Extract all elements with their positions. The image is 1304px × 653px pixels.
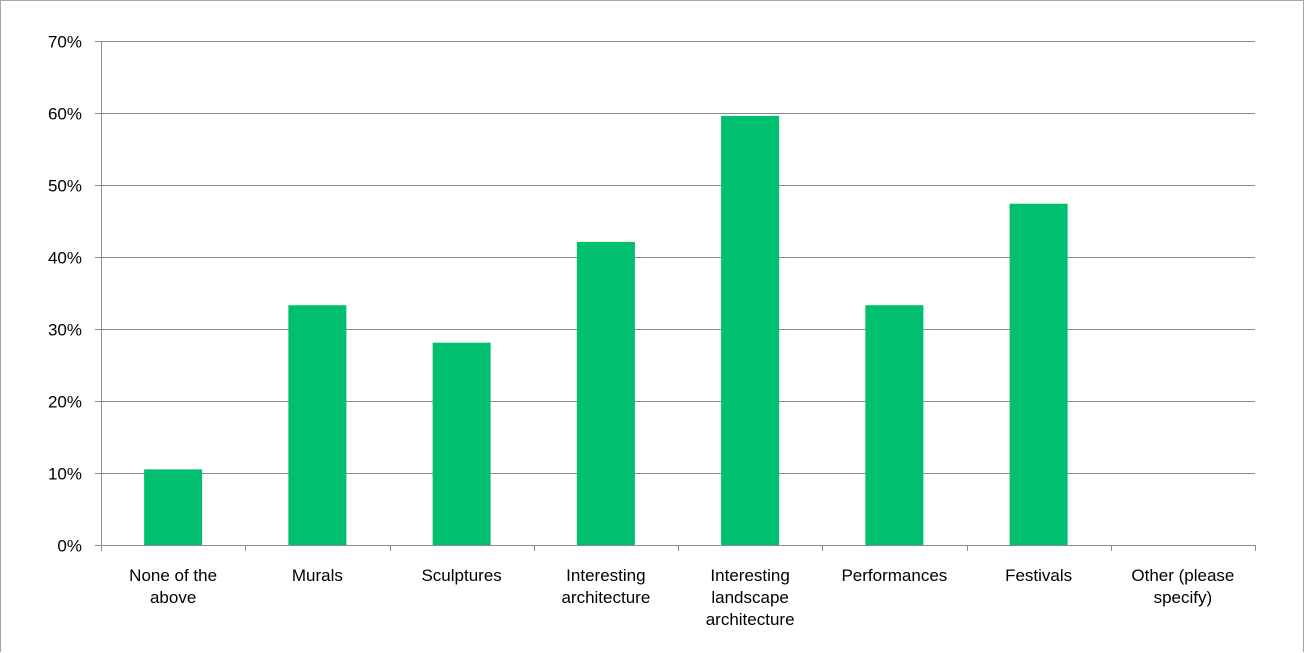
bar bbox=[144, 469, 203, 545]
axes bbox=[95, 41, 1256, 551]
bar bbox=[432, 342, 491, 545]
y-tick-labels: 0% 10% 20% 30% 40% 50% 60% 70% bbox=[48, 33, 82, 556]
x-category-label-line: Interesting bbox=[566, 566, 645, 585]
x-category-label-line: architecture bbox=[561, 588, 650, 607]
y-tick-label: 0% bbox=[57, 537, 82, 556]
x-category-label: Sculptures bbox=[421, 566, 501, 585]
y-tick-label: 60% bbox=[48, 105, 82, 124]
x-category-labels: None of the above Murals Sculptures Interest… bbox=[129, 566, 1234, 629]
x-category-label: None of the above bbox=[129, 566, 217, 607]
x-category-label: Festivals bbox=[1005, 566, 1072, 585]
y-tick-label: 20% bbox=[48, 393, 82, 412]
x-category-label: Interesting landscape architecture bbox=[706, 566, 795, 629]
y-tick-label: 50% bbox=[48, 177, 82, 196]
x-category-label: Performances bbox=[841, 566, 947, 585]
x-category-label-line: None of the bbox=[129, 566, 217, 585]
x-category-label: Murals bbox=[292, 566, 343, 585]
x-category-label: Other (please specify) bbox=[1131, 566, 1234, 607]
x-category-label: Interesting architecture bbox=[561, 566, 650, 607]
x-category-label-line: Festivals bbox=[1005, 566, 1072, 585]
bar bbox=[288, 305, 347, 545]
bar bbox=[865, 305, 924, 545]
y-tick-label: 10% bbox=[48, 465, 82, 484]
x-category-label-line: above bbox=[150, 588, 196, 607]
x-category-label-line: Sculptures bbox=[421, 566, 501, 585]
x-category-label-line: architecture bbox=[706, 610, 795, 629]
x-category-label-line: Interesting bbox=[710, 566, 789, 585]
x-category-label-line: specify) bbox=[1154, 588, 1213, 607]
bars bbox=[144, 115, 1068, 545]
y-tick-label: 40% bbox=[48, 249, 82, 268]
bar bbox=[576, 241, 635, 545]
x-category-label-line: Murals bbox=[292, 566, 343, 585]
x-category-label-line: Other (please bbox=[1131, 566, 1234, 585]
bar bbox=[1009, 203, 1068, 545]
y-tick-label: 30% bbox=[48, 321, 82, 340]
x-category-label-line: landscape bbox=[711, 588, 789, 607]
y-tick-label: 70% bbox=[48, 33, 82, 52]
gridlines bbox=[101, 41, 1255, 474]
bar bbox=[721, 115, 780, 545]
x-category-label-line: Performances bbox=[841, 566, 947, 585]
